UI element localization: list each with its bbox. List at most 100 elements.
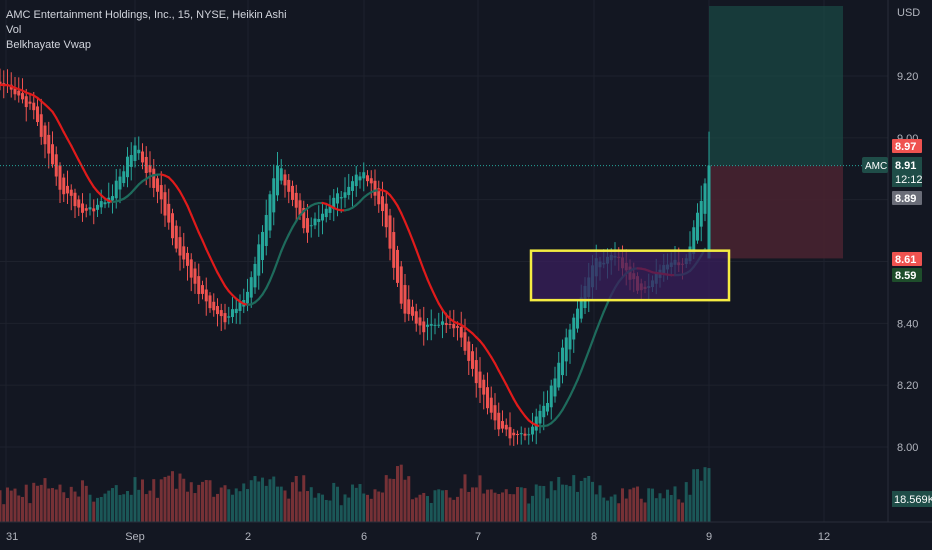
candle-body[interactable]: [441, 321, 444, 325]
time-axis[interactable]: [0, 522, 932, 550]
candle-body[interactable]: [418, 317, 422, 326]
candle-body[interactable]: [493, 405, 497, 421]
candle-body[interactable]: [317, 219, 321, 222]
candle-body[interactable]: [201, 285, 204, 294]
candle-body[interactable]: [159, 185, 163, 200]
candle-body[interactable]: [156, 178, 159, 192]
candle-body[interactable]: [512, 432, 516, 436]
candle-body[interactable]: [163, 192, 167, 216]
candle-body[interactable]: [471, 351, 474, 369]
candle-body[interactable]: [403, 285, 407, 314]
candle-body[interactable]: [219, 310, 223, 317]
candle-body[interactable]: [238, 302, 242, 311]
candle-body[interactable]: [354, 174, 358, 187]
candle-body[interactable]: [144, 156, 148, 173]
candle-body[interactable]: [287, 179, 291, 192]
symbol-tag[interactable]: AMC: [865, 161, 887, 172]
candle-body[interactable]: [167, 203, 171, 223]
consolidation-box[interactable]: [529, 249, 731, 302]
candle-body[interactable]: [508, 427, 512, 439]
target-zone[interactable]: [709, 6, 843, 166]
candle-body[interactable]: [182, 246, 186, 260]
candle-body[interactable]: [103, 202, 107, 205]
candle-body[interactable]: [126, 156, 129, 178]
candle-body[interactable]: [174, 225, 178, 249]
candle-body[interactable]: [171, 213, 174, 239]
candle-body[interactable]: [39, 114, 43, 137]
candle-body[interactable]: [249, 277, 253, 298]
stop-zone[interactable]: [709, 165, 843, 259]
candle-body[interactable]: [699, 201, 703, 227]
candle-body[interactable]: [279, 168, 283, 181]
vwap-indicator-label[interactable]: Belkhayate Vwap: [6, 39, 91, 51]
candle-body[interactable]: [531, 426, 534, 435]
volume-indicator-label[interactable]: Vol: [6, 24, 22, 36]
candle-body[interactable]: [448, 324, 452, 326]
candle-body[interactable]: [73, 192, 77, 207]
candle-body[interactable]: [283, 174, 287, 186]
candle-body[interactable]: [478, 371, 482, 388]
candle-body[interactable]: [707, 165, 711, 259]
candle-body[interactable]: [546, 403, 549, 412]
candle-body[interactable]: [276, 165, 279, 196]
candle-body[interactable]: [69, 189, 73, 196]
candle-body[interactable]: [66, 185, 69, 194]
candle-body[interactable]: [28, 101, 32, 104]
candle-body[interactable]: [703, 183, 707, 214]
candle-body[interactable]: [538, 410, 542, 424]
candle-body[interactable]: [501, 421, 504, 429]
candle-body[interactable]: [17, 90, 21, 96]
candle-body[interactable]: [358, 176, 362, 181]
candle-body[interactable]: [523, 433, 527, 436]
candle-body[interactable]: [437, 324, 441, 326]
candle-body[interactable]: [516, 433, 519, 435]
candle-body[interactable]: [343, 192, 347, 198]
candle-body[interactable]: [576, 308, 579, 329]
candle-body[interactable]: [362, 172, 366, 179]
candle-body[interactable]: [474, 360, 478, 384]
candle-body[interactable]: [411, 306, 414, 316]
candle-body[interactable]: [392, 232, 396, 268]
candle-body[interactable]: [396, 249, 399, 283]
candle-body[interactable]: [24, 96, 28, 108]
candle-body[interactable]: [426, 324, 429, 327]
candle-body[interactable]: [467, 341, 471, 361]
candle-body[interactable]: [234, 308, 238, 314]
candle-body[interactable]: [32, 102, 36, 111]
candle-body[interactable]: [568, 329, 572, 350]
chart-title[interactable]: AMC Entertainment Holdings, Inc., 15, NY…: [6, 9, 287, 21]
candle-body[interactable]: [422, 321, 426, 333]
candle-body[interactable]: [223, 313, 227, 323]
candle-body[interactable]: [92, 208, 96, 212]
candle-body[interactable]: [519, 433, 523, 435]
candle-body[interactable]: [231, 309, 234, 317]
candle-body[interactable]: [133, 145, 137, 161]
candle-body[interactable]: [407, 299, 411, 315]
candle-body[interactable]: [384, 203, 388, 228]
candle-body[interactable]: [227, 316, 231, 318]
candle-body[interactable]: [13, 87, 17, 95]
candle-body[interactable]: [152, 168, 156, 188]
candle-body[interactable]: [43, 125, 47, 145]
candle-body[interactable]: [399, 266, 403, 304]
candle-body[interactable]: [62, 177, 66, 195]
candle-body[interactable]: [122, 171, 126, 184]
candle-body[interactable]: [148, 164, 152, 173]
candle-body[interactable]: [564, 337, 568, 362]
candle-body[interactable]: [81, 203, 84, 213]
candle-body[interactable]: [302, 208, 306, 229]
candle-body[interactable]: [96, 204, 99, 210]
candle-body[interactable]: [129, 155, 133, 167]
candle-body[interactable]: [482, 379, 486, 395]
candle-body[interactable]: [216, 306, 219, 315]
candle-body[interactable]: [0, 81, 2, 85]
candle-body[interactable]: [51, 144, 54, 165]
candle-body[interactable]: [414, 311, 418, 324]
candle-body[interactable]: [268, 194, 272, 231]
candle-body[interactable]: [388, 215, 392, 249]
candle-body[interactable]: [298, 200, 302, 216]
candle-body[interactable]: [208, 295, 212, 309]
candle-body[interactable]: [433, 324, 437, 326]
candle-body[interactable]: [572, 317, 576, 340]
